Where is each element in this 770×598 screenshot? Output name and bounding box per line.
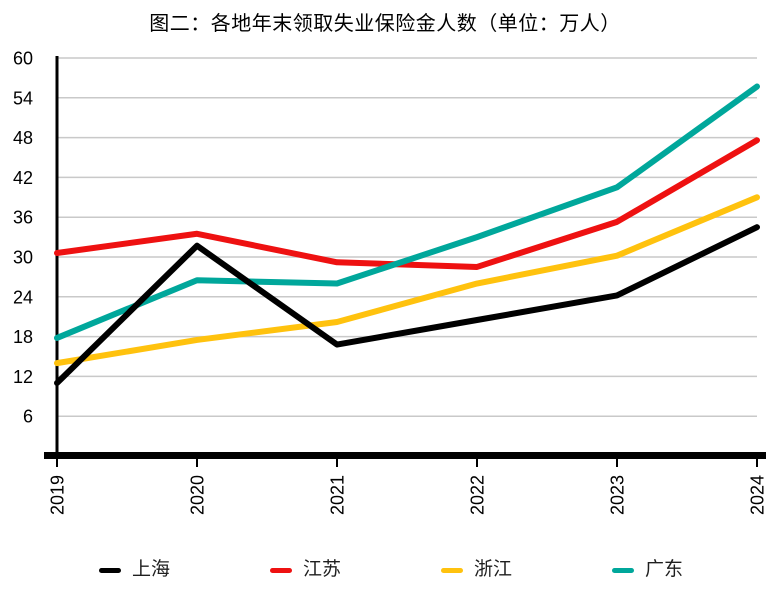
line-chart: 6 12 18 24 30 36 42 48 54 60 2019 2020 2021 2022 2023 2…	[13, 49, 768, 516]
legend-swatch-zhejiang	[440, 567, 463, 573]
y-tick-label: 24	[13, 287, 33, 307]
legend-label-shanghai: 上海	[132, 559, 171, 580]
series-line-广东	[54, 83, 760, 341]
x-tick-label: 2022	[468, 475, 488, 515]
legend-label-guangdong: 广东	[644, 559, 683, 580]
y-tick-label: 36	[13, 208, 33, 228]
y-tick-label: 60	[13, 49, 33, 69]
x-tick-label: 2019	[48, 475, 68, 515]
y-tick-label: 42	[13, 168, 33, 188]
chart-legend: 上海 江苏 浙江 广东	[99, 556, 683, 584]
x-tick-label: 2023	[608, 475, 628, 515]
legend-swatch-jiangsu	[269, 567, 292, 573]
legend-label-jiangsu: 江苏	[302, 559, 341, 580]
series-line-江苏	[54, 137, 760, 270]
y-tick-label: 6	[23, 407, 33, 427]
chart-title: 图二：各地年末领取失业保险金人数（单位：万人）	[149, 13, 621, 35]
x-tick-label: 2020	[188, 475, 208, 515]
series-line-上海	[54, 224, 760, 387]
y-tick-label: 12	[13, 367, 33, 387]
legend-label-zhejiang: 浙江	[473, 559, 512, 580]
y-tick-label: 54	[13, 88, 33, 108]
x-tick-label: 2021	[328, 475, 348, 515]
legend-swatch-guangdong	[611, 567, 634, 573]
legend-item-shanghai: 上海	[99, 556, 170, 584]
series-line-浙江	[54, 194, 760, 367]
y-tick-label: 48	[13, 128, 33, 148]
y-tick-label: 30	[13, 248, 33, 268]
legend-swatch-shanghai	[99, 567, 121, 573]
legend-item-guangdong: 广东	[611, 556, 683, 584]
legend-item-jiangsu: 江苏	[269, 556, 341, 584]
y-tick-label: 18	[13, 327, 33, 347]
legend-item-zhejiang: 浙江	[440, 556, 512, 584]
x-tick-label: 2024	[748, 475, 768, 515]
